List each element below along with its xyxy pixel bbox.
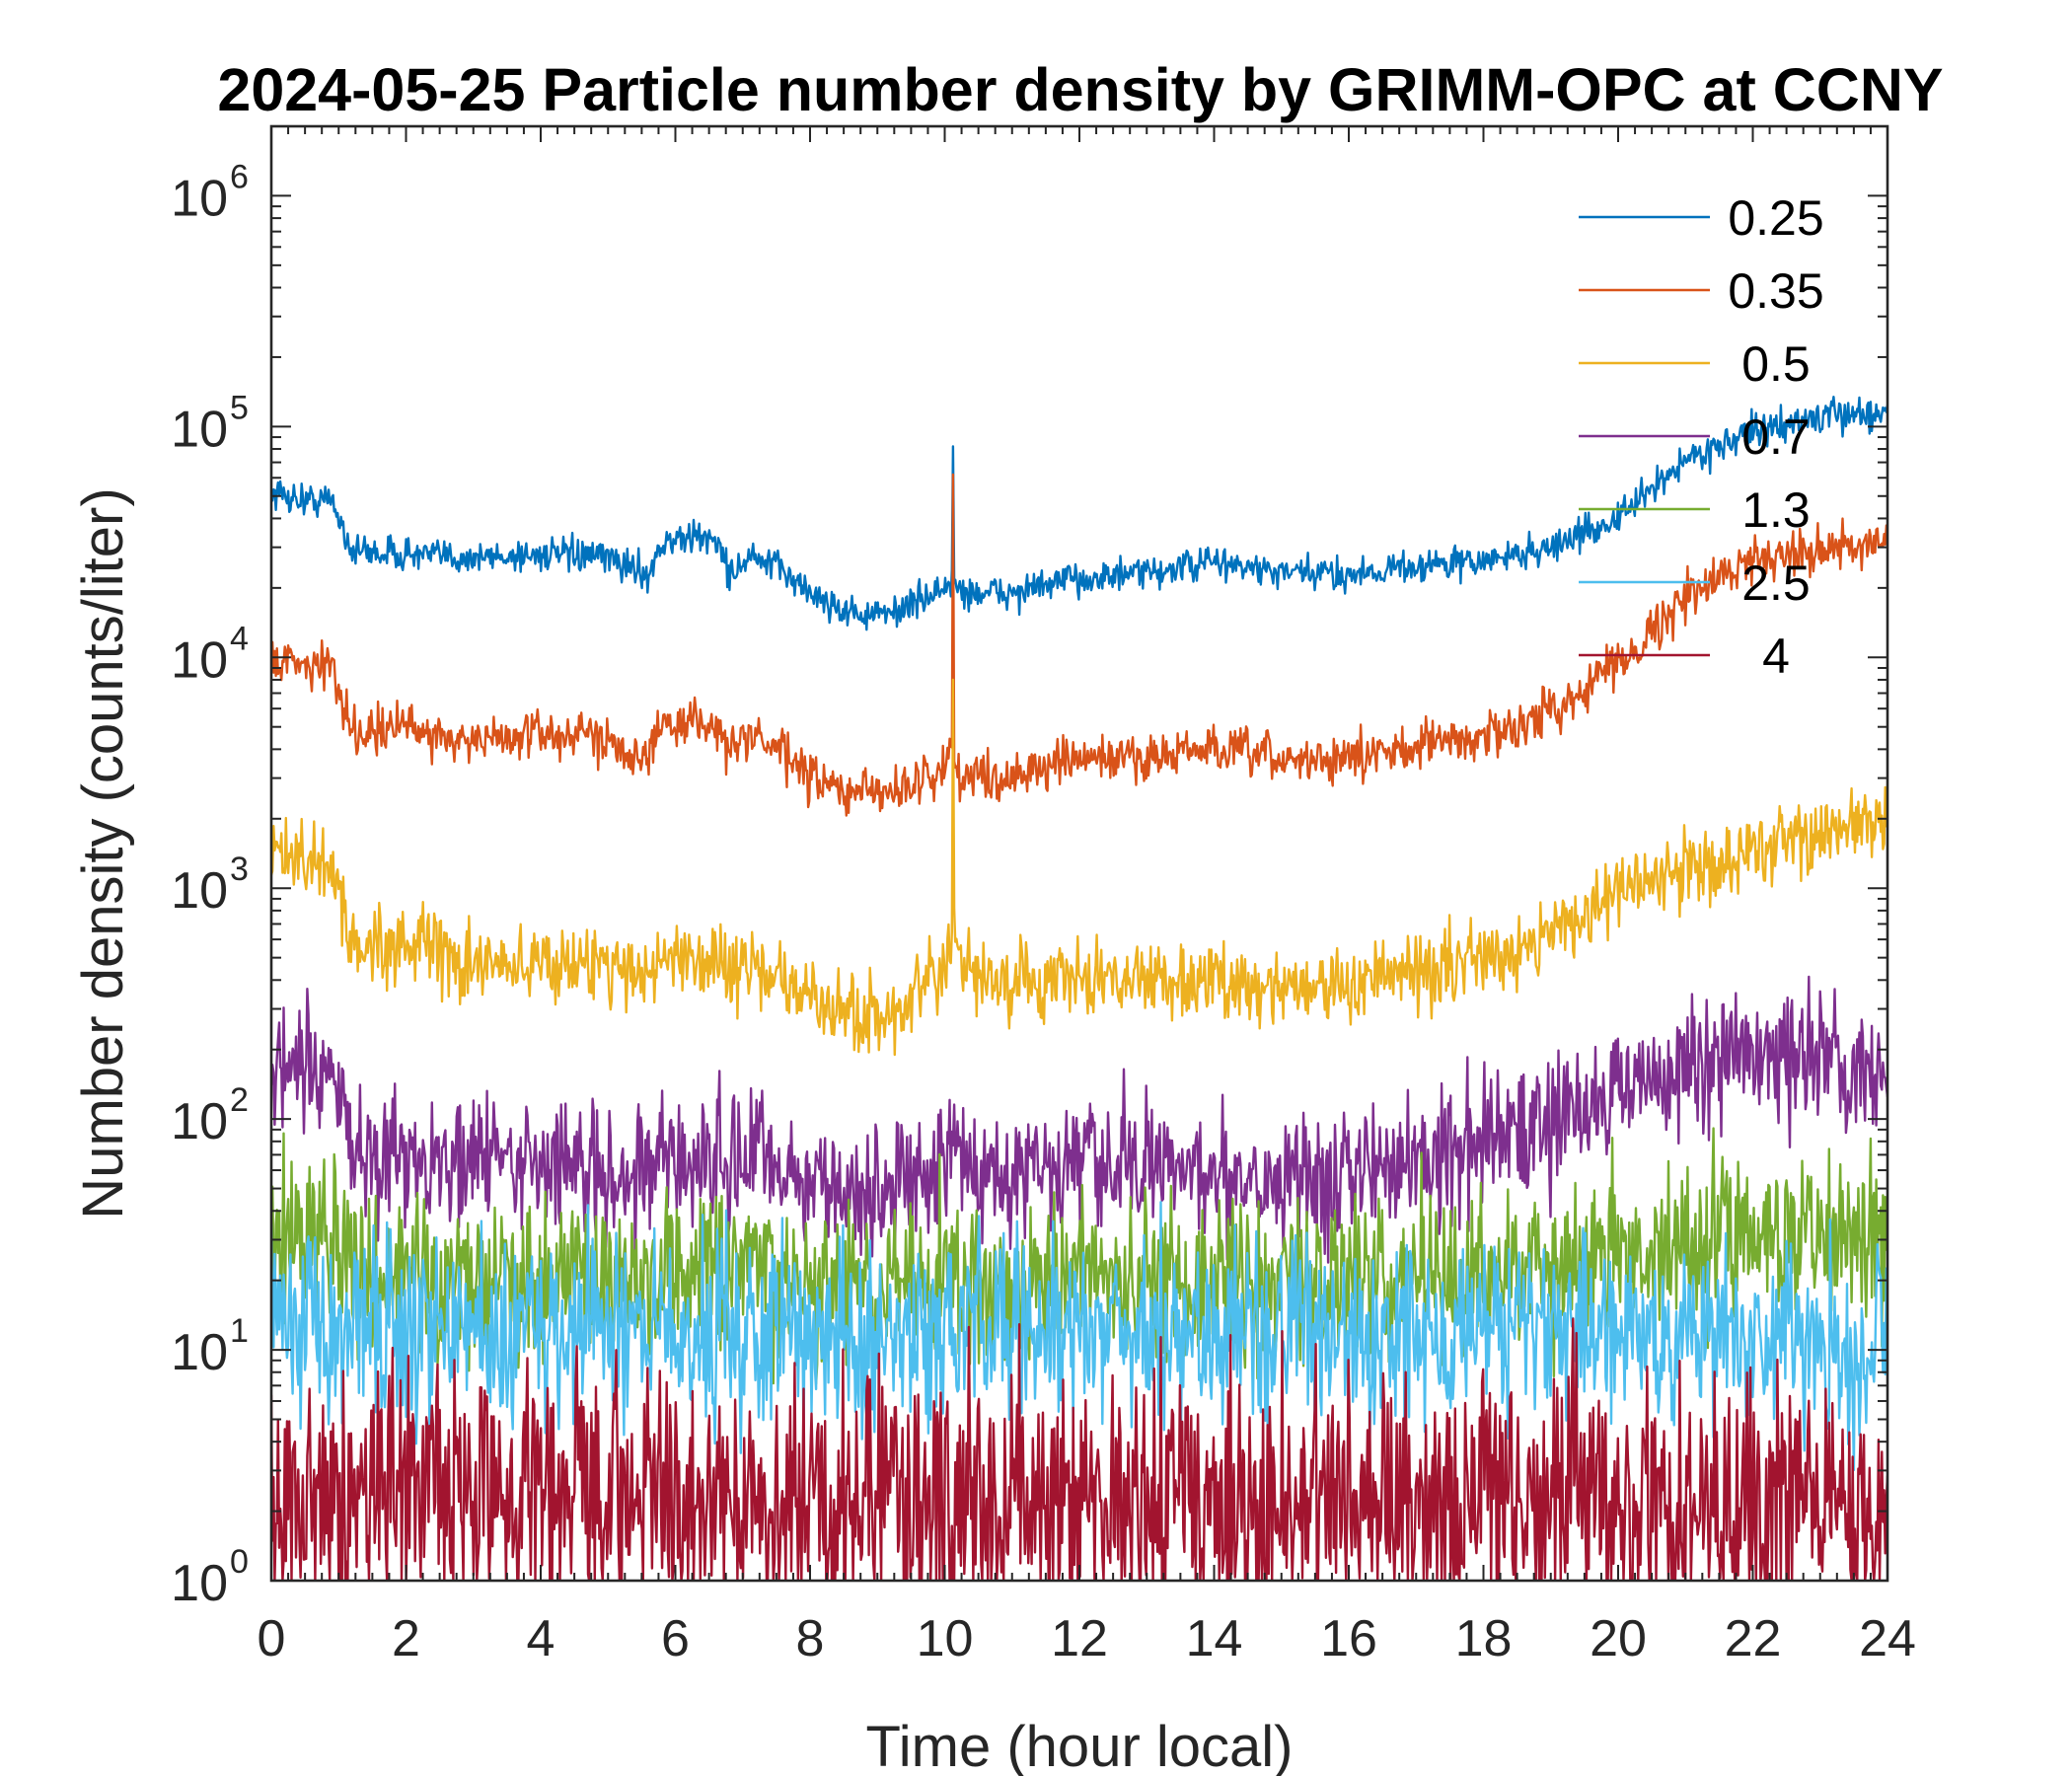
- x-tick-label: 14: [1186, 1610, 1243, 1667]
- series-line-0-25: [271, 396, 1887, 631]
- legend-label: 2.5: [1741, 555, 1811, 611]
- x-tick-label: 2: [392, 1610, 420, 1667]
- series-line-0-5: [271, 678, 1887, 1057]
- x-tick-label: 12: [1051, 1610, 1108, 1667]
- y-axis-label: Number density (counts/liter): [71, 487, 135, 1219]
- legend-label: 0.7: [1741, 409, 1811, 465]
- legend: 0.25 0.35 0.5 0.7 1.3 2.5 4: [1579, 190, 1824, 684]
- series-line-0-7: [271, 975, 1887, 1267]
- y-tick-label: 10: [171, 862, 228, 920]
- x-tick-label: 8: [796, 1610, 825, 1667]
- y-tick-exponent: 5: [230, 389, 249, 426]
- y-tick-label: 10: [171, 170, 228, 227]
- y-tick-exponent: 1: [230, 1312, 249, 1350]
- x-tick-label: 24: [1859, 1610, 1916, 1667]
- y-tick-label: 10: [171, 1555, 228, 1612]
- y-tick-label: 10: [171, 401, 228, 458]
- y-tick-label: 10: [171, 1093, 228, 1150]
- y-tick-label: 10: [171, 631, 228, 689]
- y-tick-exponent: 2: [230, 1081, 249, 1119]
- x-tick-label: 16: [1320, 1610, 1377, 1667]
- legend-label: 0.35: [1728, 263, 1823, 319]
- y-tick-exponent: 6: [230, 158, 249, 195]
- y-tick-exponent: 4: [230, 620, 249, 657]
- series-line-0-35: [271, 473, 1887, 817]
- y-tick-exponent: 3: [230, 851, 249, 888]
- series-line-2-5: [271, 1201, 1887, 1472]
- x-tick-label: 22: [1725, 1610, 1782, 1667]
- series-layer: [271, 396, 1887, 1581]
- legend-label: 0.5: [1741, 336, 1811, 392]
- legend-label: 4: [1762, 629, 1790, 684]
- x-axis-label: Time (hour local): [866, 1715, 1294, 1776]
- y-tick-label: 10: [171, 1324, 228, 1381]
- legend-label: 0.25: [1728, 190, 1823, 246]
- chart-title: 2024-05-25 Particle number density by GR…: [217, 56, 1943, 123]
- x-tick-label: 6: [661, 1610, 690, 1667]
- legend-label: 1.3: [1741, 482, 1811, 538]
- x-tick-label: 0: [258, 1610, 286, 1667]
- y-tick-exponent: 0: [230, 1543, 249, 1581]
- x-tick-label: 20: [1590, 1610, 1647, 1667]
- x-tick-label: 18: [1455, 1610, 1513, 1667]
- x-tick-label: 10: [917, 1610, 974, 1667]
- series-line-4: [271, 1317, 1887, 1581]
- x-tick-label: 4: [527, 1610, 555, 1667]
